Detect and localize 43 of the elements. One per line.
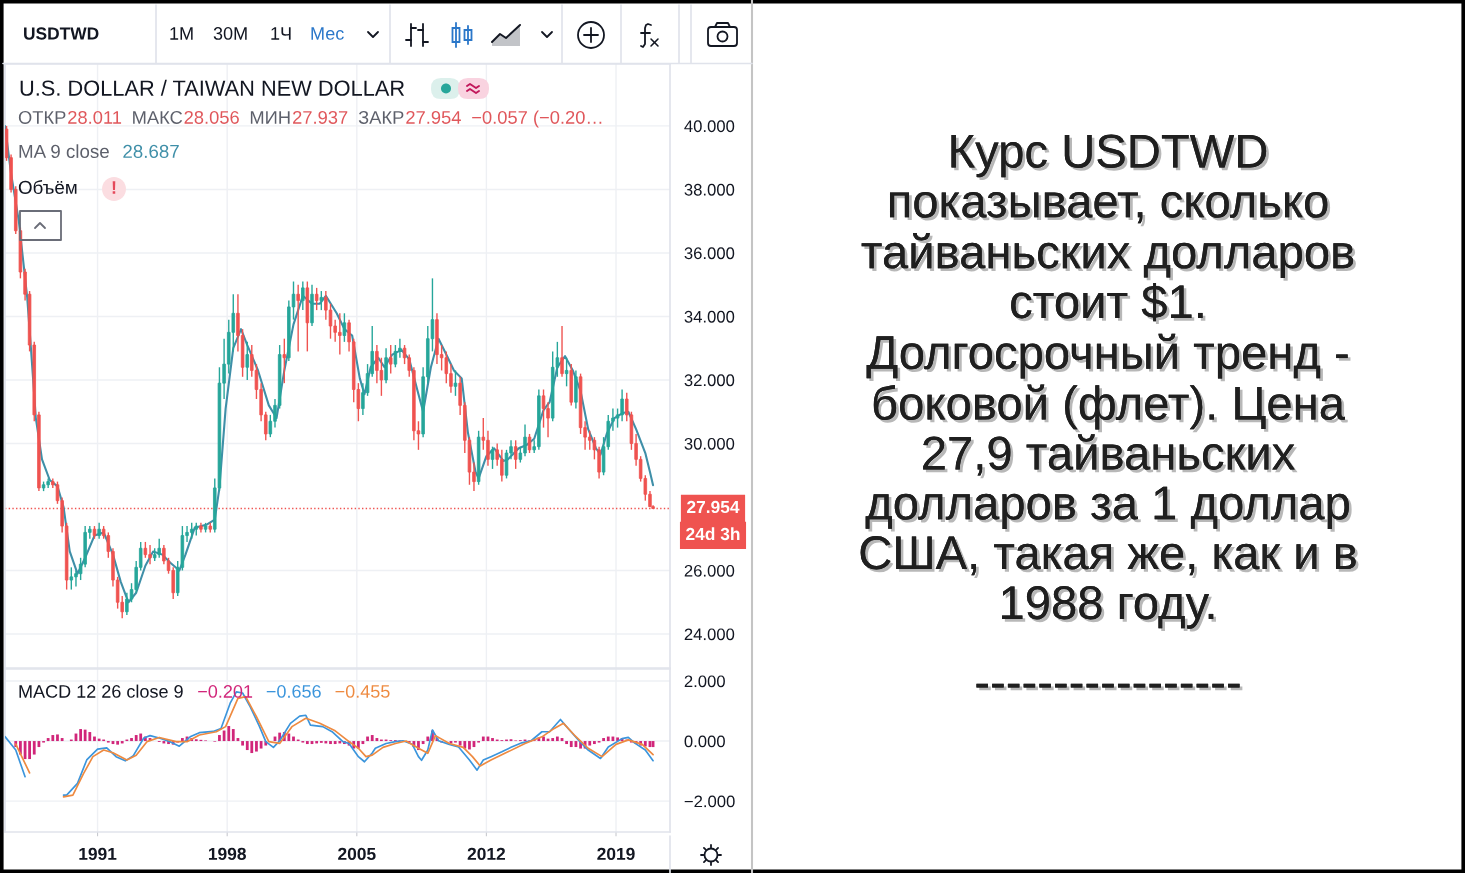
annotation: !: [112, 181, 116, 194]
ref-line-label: 27.954: [687, 500, 740, 514]
annotation: 27.937: [293, 110, 348, 124]
text: MACD 12 26 close 9: [19, 684, 183, 698]
annotation: ЗАКР: [358, 110, 404, 124]
x-tick-label: 1991: [79, 847, 117, 861]
annotation: Объём: [18, 180, 77, 195]
y-tick-label: 24.000: [684, 628, 735, 641]
x-tick-label: 2012: [467, 847, 505, 861]
annotation: −0.656: [266, 685, 321, 698]
text: 1M: [170, 27, 193, 40]
x-tick-label: 1998: [208, 847, 246, 861]
y-tick-label: 2.000: [684, 675, 725, 688]
y-tick-label: 40.000: [684, 120, 735, 133]
x-tick-label: 2005: [338, 847, 376, 861]
y-tick-label: 32.000: [684, 374, 735, 387]
annotation: 27.954: [406, 110, 461, 124]
series-label: MA 9 close: [19, 144, 109, 159]
text: Курс USDTWD показывает, сколько тайваньских долларов стоит $1. Долгосрочный тренд - боковой (флет). Цена 27,9 тайваньских долларов за 1 доллар США, такая же, как и в 1988 году.: [860, 134, 1356, 629]
annotation: ОТКР: [18, 110, 66, 124]
annotation: МАКС: [133, 110, 183, 124]
y-tick-label: 0.000: [684, 735, 725, 748]
y-tick-label: −2.000: [684, 795, 735, 808]
text: U.S. DOLLAR / TAIWAN NEW DOLLAR: [20, 79, 405, 96]
annotation: −0.201: [198, 685, 253, 698]
y-tick-label: 30.000: [684, 437, 735, 450]
annotation: 28.056: [184, 110, 239, 124]
annotation: 28.687: [123, 144, 179, 159]
text: 24d 3h: [686, 527, 740, 541]
y-tick-label: 26.000: [684, 564, 735, 577]
text: 1Ч: [271, 27, 291, 40]
text: USDTWD: [24, 27, 99, 40]
annotation: 28.011: [68, 110, 122, 124]
x-tick-label: 2019: [597, 847, 635, 861]
annotation: −0.057 (−0.20…: [472, 110, 602, 128]
y-tick-label: 34.000: [684, 310, 735, 323]
y-tick-label: 36.000: [684, 247, 735, 260]
annotation: МИН: [250, 111, 290, 124]
y-tick-label: 38.000: [684, 183, 735, 196]
text: Мес: [311, 27, 344, 40]
annotation: −0.455: [335, 685, 390, 698]
text: -----------------: [976, 683, 1243, 691]
text: 30M: [213, 27, 247, 40]
